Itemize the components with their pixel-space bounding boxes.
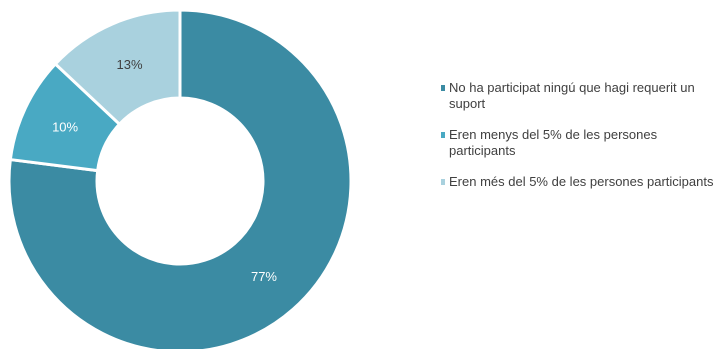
legend-label-1: Eren menys del 5% de les persones partic… xyxy=(449,127,658,158)
legend-item-1: Eren menys del 5% de les persones partic… xyxy=(437,127,722,159)
slice-label-0: 77% xyxy=(251,269,277,284)
slice-label-1: 10% xyxy=(52,119,78,134)
legend: No ha participat ningú que hagi requerit… xyxy=(437,80,722,205)
legend-label-2: Eren més del 5% de les persones particip… xyxy=(449,174,714,189)
slice-0 xyxy=(7,8,353,349)
legend-swatch-0 xyxy=(441,85,445,91)
legend-item-2: Eren més del 5% de les persones particip… xyxy=(437,174,722,190)
legend-label-0: No ha participat ningú que hagi requerit… xyxy=(449,80,695,111)
legend-item-0: No ha participat ningú que hagi requerit… xyxy=(437,80,722,112)
slice-label-2: 13% xyxy=(117,57,143,72)
legend-swatch-2 xyxy=(441,179,445,185)
slice-2 xyxy=(53,8,182,126)
legend-swatch-1 xyxy=(441,132,445,138)
